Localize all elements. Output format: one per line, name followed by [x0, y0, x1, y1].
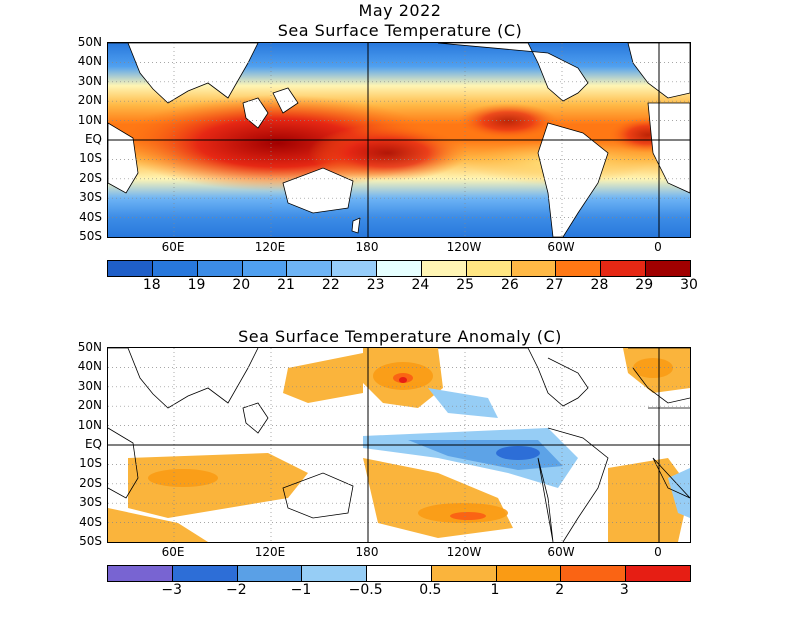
sst-lat-label: 50S	[79, 229, 102, 243]
sst-colorbar-swatch	[108, 261, 153, 276]
anomaly-colorbar-swatch	[108, 566, 173, 581]
anomaly-lat-label: 10S	[79, 456, 102, 471]
sst-lat-label: 10S	[79, 151, 102, 166]
sst-colorbar-label: 22	[321, 277, 340, 293]
sst-colorbar-swatch	[377, 261, 422, 276]
sst-lat-label: 20N	[77, 93, 102, 108]
sst-colorbar-swatch	[601, 261, 647, 276]
sst-map	[107, 42, 691, 238]
anomaly-field	[108, 348, 690, 542]
sst-colorbar-swatch	[287, 261, 333, 276]
anomaly-colorbar-swatch	[367, 566, 432, 581]
anomaly-lon-label: 60E	[161, 545, 185, 559]
sst-colorbar-label: 29	[635, 277, 654, 293]
anomaly-lat-label: 50N	[77, 340, 102, 354]
sst-lon-label: 120W	[446, 240, 482, 254]
sst-colorbar-label: 28	[590, 277, 609, 293]
anomaly-lat-label: 10N	[77, 417, 102, 432]
sst-grid	[108, 43, 690, 237]
sst-lat-label: 10N	[77, 112, 102, 127]
anomaly-colorbar-label: −1	[290, 582, 312, 598]
sst-colorbar-label: 27	[545, 277, 564, 293]
anomaly-colorbar-label: 3	[619, 582, 629, 598]
anomaly-lat-label: 40N	[77, 359, 102, 374]
sst-colorbar	[107, 260, 691, 277]
sst-lon-label: 0	[654, 240, 662, 254]
sst-lon-label: 180	[355, 240, 379, 254]
sst-lat-label: 30N	[77, 73, 102, 88]
sst-lat-label: 20S	[79, 170, 102, 185]
anomaly-colorbar	[107, 565, 691, 582]
sst-colorbar-label: 24	[411, 277, 430, 293]
anomaly-lat-label: EQ	[84, 437, 102, 451]
anomaly-colorbar-swatch	[496, 566, 562, 581]
anomaly-lon-label: 120W	[446, 545, 482, 559]
anomaly-lat-label: 50S	[79, 534, 102, 548]
sst-colorbar-swatch	[646, 261, 690, 276]
sst-colorbar-swatch	[242, 261, 288, 276]
sst-colorbar-swatch	[332, 261, 378, 276]
sst-colorbar-label: 25	[456, 277, 475, 293]
anomaly-lat-label: 30S	[79, 495, 102, 510]
anomaly-lon-label: 180	[355, 545, 379, 559]
sst-colorbar-label: 18	[142, 277, 161, 293]
anomaly-colorbar-label: 2	[555, 582, 565, 598]
anomaly-lat-label: 30N	[77, 378, 102, 393]
anomaly-map	[107, 347, 691, 543]
anomaly-lon-label: 120E	[254, 545, 286, 559]
anomaly-colorbar-swatch	[302, 566, 368, 581]
anomaly-colorbar-swatch	[431, 566, 497, 581]
anomaly-lon-label: 60W	[547, 545, 575, 559]
anomaly-colorbar-label: −0.5	[348, 582, 383, 598]
date-title: May 2022	[358, 1, 442, 20]
sst-colorbar-label: 23	[366, 277, 385, 293]
anomaly-lat-label: 40S	[79, 514, 102, 529]
sst-lat-label: 50N	[77, 35, 102, 49]
sst-lat-label: 40S	[79, 209, 102, 224]
anomaly-title: Sea Surface Temperature Anomaly (C)	[238, 327, 562, 346]
sst-title: Sea Surface Temperature (C)	[277, 21, 523, 40]
sst-colorbar-swatch	[556, 261, 602, 276]
sst-colorbar-label: 30	[680, 277, 698, 293]
anomaly-colorbar-label: 1	[490, 582, 500, 598]
sst-colorbar-swatch	[197, 261, 243, 276]
anomaly-land-outline	[108, 348, 690, 542]
anomaly-lat-label: 20S	[79, 475, 102, 490]
sst-colorbar-swatch	[152, 261, 198, 276]
sst-lon-label: 60W	[547, 240, 575, 254]
sst-lat-label: 30S	[79, 190, 102, 205]
sst-lat-label: EQ	[84, 132, 102, 146]
anomaly-grid	[108, 348, 690, 542]
sst-lat-label: 40N	[77, 54, 102, 69]
anomaly-colorbar-label: −3	[161, 582, 182, 598]
anomaly-colorbar-swatch	[626, 566, 691, 581]
anomaly-colorbar-label: 0.5	[419, 582, 442, 598]
anomaly-lat-label: 20N	[77, 398, 102, 413]
sst-lon-label: 120E	[254, 240, 286, 254]
anomaly-colorbar-swatch	[561, 566, 627, 581]
sst-colorbar-swatch	[511, 261, 557, 276]
sst-colorbar-swatch	[421, 261, 467, 276]
anomaly-colorbar-swatch	[237, 566, 303, 581]
sst-colorbar-label: 19	[187, 277, 206, 293]
sst-colorbar-label: 20	[232, 277, 251, 293]
sst-field	[108, 43, 690, 237]
anomaly-colorbar-label: −2	[226, 582, 247, 598]
anomaly-colorbar-swatch	[172, 566, 238, 581]
sst-colorbar-label: 26	[501, 277, 519, 293]
anomaly-lon-label: 0	[654, 545, 662, 559]
sst-colorbar-label: 21	[277, 277, 295, 293]
sst-lon-label: 60E	[161, 240, 185, 254]
sst-colorbar-swatch	[466, 261, 512, 276]
